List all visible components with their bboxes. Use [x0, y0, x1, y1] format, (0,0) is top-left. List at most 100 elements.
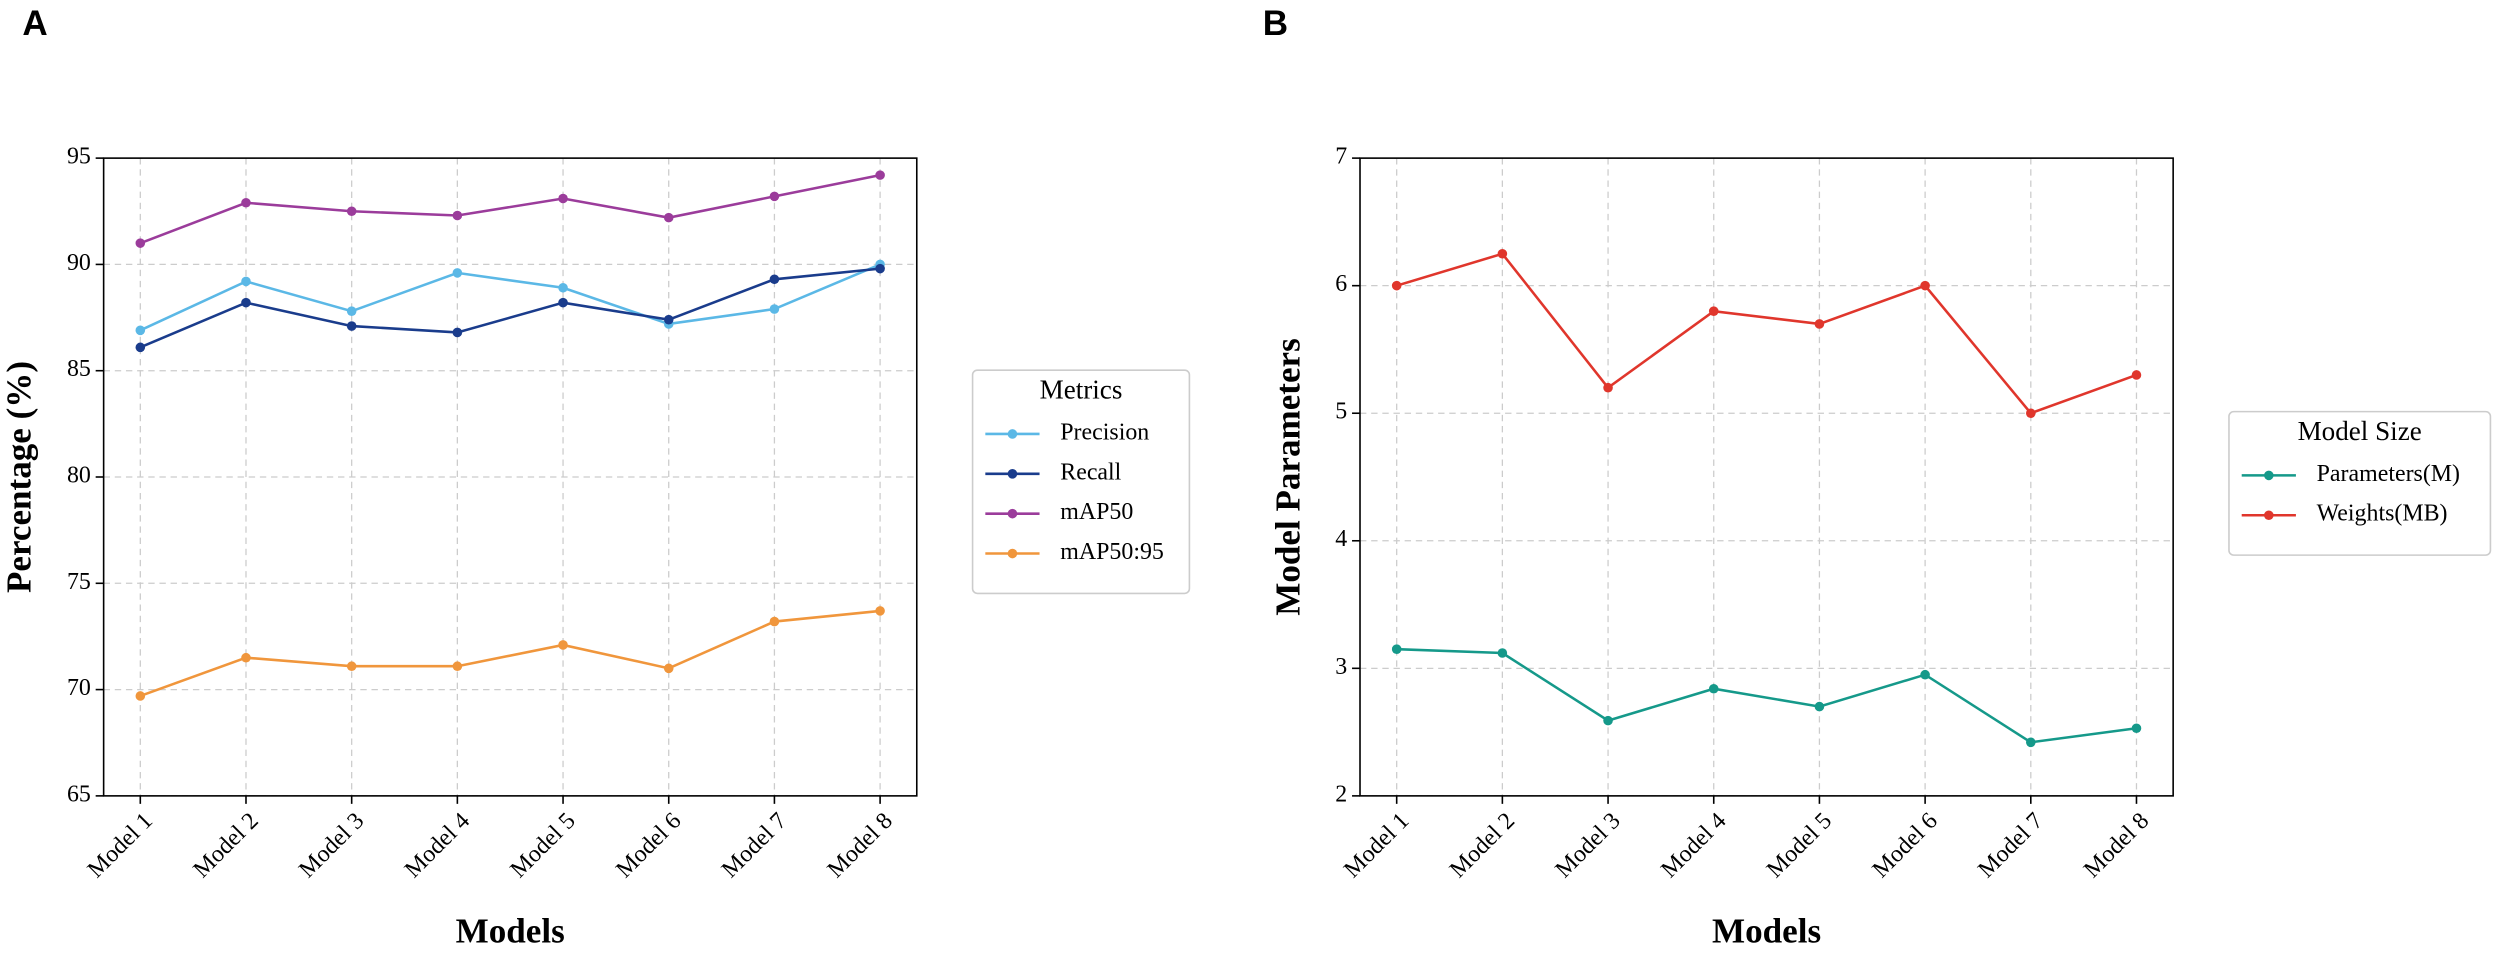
data-point [1708, 306, 1719, 316]
y-tick-label: 7 [1335, 144, 1347, 170]
x-tick-label: Model 2 [188, 808, 263, 883]
y-tick-label: 3 [1335, 654, 1347, 680]
data-point [346, 206, 357, 217]
data-point [1497, 249, 1508, 259]
x-tick-label: Model 3 [1551, 808, 1626, 883]
data-point [558, 640, 568, 650]
y-tick-label: 75 [67, 569, 91, 595]
x-tick-label: Model 6 [611, 808, 686, 883]
data-point [663, 663, 674, 674]
data-point [875, 606, 885, 616]
data-point [2026, 737, 2036, 748]
x-tick-label: Model 8 [823, 808, 898, 883]
data-point [241, 297, 251, 308]
x-tick-label: Model 3 [294, 808, 369, 883]
series-line [139, 263, 881, 332]
y-axis-label: Model Parameters [1269, 338, 1308, 615]
data-point [875, 170, 885, 180]
x-tick-label: Model 8 [2079, 808, 2154, 883]
x-tick-label: Model 5 [1762, 808, 1837, 883]
series-line [139, 267, 881, 349]
legend-label: Parameters(M) [2317, 461, 2460, 487]
legend-label: mAP50:95 [1060, 539, 1164, 565]
series-line [139, 173, 881, 245]
legend-marker [2264, 470, 2274, 481]
x-axis-label: Models [1712, 912, 1821, 951]
x-tick-label: Model 7 [717, 808, 792, 883]
data-point [1391, 280, 1402, 291]
y-tick-label: 85 [67, 356, 91, 382]
x-axis-label: Models [456, 912, 565, 951]
y-tick-label: 5 [1335, 399, 1347, 425]
data-point [1603, 715, 1613, 726]
x-tick-label: Model 5 [506, 808, 581, 883]
legend-marker [1007, 469, 1018, 479]
legend-label: Recall [1060, 459, 1121, 485]
y-tick-label: 70 [67, 675, 91, 701]
data-point [769, 274, 780, 285]
x-tick-label: Model 1 [83, 808, 158, 883]
y-tick-label: 90 [67, 250, 91, 276]
data-point [663, 314, 674, 325]
data-point [1603, 382, 1613, 393]
x-tick-label: Model 2 [1445, 808, 1520, 883]
plot-frame [1359, 157, 2174, 797]
data-point [452, 210, 463, 221]
data-point [2131, 723, 2142, 734]
data-point [452, 327, 463, 338]
y-tick-label: 2 [1335, 781, 1347, 807]
data-point [241, 276, 251, 287]
y-tick-label: 6 [1335, 271, 1347, 297]
y-tick-label: 80 [67, 462, 91, 488]
data-point [135, 238, 146, 248]
data-point [558, 297, 568, 308]
data-point [875, 263, 885, 274]
legend-box [971, 369, 1191, 595]
plot-frame [102, 157, 918, 797]
data-point [1814, 701, 1825, 712]
data-point [1708, 683, 1719, 694]
data-point [2026, 408, 2036, 419]
legend-marker [1007, 548, 1018, 559]
y-tick-label: 95 [67, 144, 91, 170]
legend-label: Precision [1060, 419, 1149, 445]
panel-label: B [1263, 4, 1288, 43]
data-point [346, 306, 357, 316]
series-line [1396, 647, 2137, 744]
data-point [558, 283, 568, 293]
y-tick-label: 65 [67, 781, 91, 807]
data-point [1497, 648, 1508, 658]
data-point [346, 321, 357, 331]
legend-marker [1007, 508, 1018, 519]
panel-label: A [22, 4, 47, 43]
data-point [1920, 669, 1930, 680]
legend-marker [2264, 510, 2274, 521]
x-tick-label: Model 4 [1656, 808, 1731, 883]
y-axis-label: Percentage (%) [0, 361, 38, 593]
legend-box [2228, 410, 2492, 556]
data-point [769, 304, 780, 314]
legend-label: mAP50 [1060, 499, 1133, 525]
x-tick-label: Model 4 [400, 808, 475, 883]
data-point [135, 342, 146, 353]
x-tick-label: Model 6 [1868, 808, 1943, 883]
data-point [241, 197, 251, 208]
data-point [346, 661, 357, 671]
series-line [1396, 252, 2137, 415]
data-point [452, 661, 463, 671]
data-point [135, 691, 146, 701]
data-point [558, 193, 568, 204]
data-point [1920, 280, 1930, 291]
legend-title: Metrics [1040, 375, 1123, 405]
x-tick-label: Model 1 [1339, 808, 1414, 883]
legend-label: Weights(MB) [2317, 501, 2448, 527]
data-point [769, 191, 780, 202]
data-point [1391, 644, 1402, 654]
legend-title: Model Size [2298, 416, 2422, 446]
x-tick-label: Model 7 [1973, 808, 2048, 883]
data-point [1814, 319, 1825, 329]
data-point [769, 616, 780, 627]
y-tick-label: 4 [1335, 526, 1347, 552]
